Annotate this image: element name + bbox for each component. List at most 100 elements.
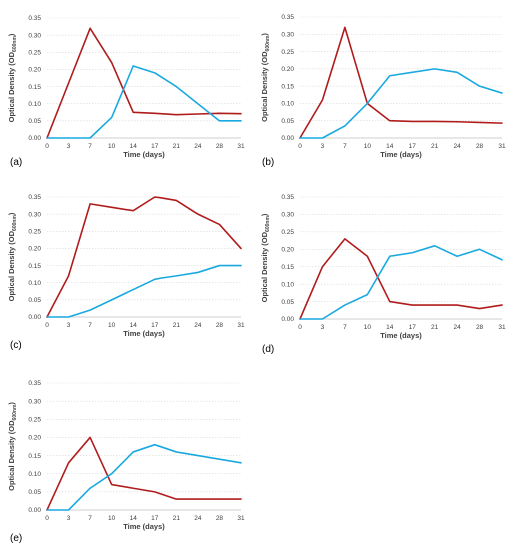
panel-label: (c): [10, 340, 22, 351]
x-tick-label: 21: [173, 515, 181, 522]
x-tick-label: 28: [216, 143, 224, 150]
x-tick-label: 7: [343, 324, 347, 331]
y-tick-label: 0.05: [28, 118, 41, 125]
x-tick-label: 14: [130, 322, 138, 329]
x-tick-label: 0: [45, 143, 49, 150]
y-tick-label: 0.20: [281, 66, 294, 73]
y-tick-label: 0.20: [281, 246, 294, 253]
x-tick-label: 14: [386, 324, 394, 331]
y-tick-label: 0.00: [281, 135, 294, 142]
x-tick-label: 17: [151, 322, 159, 329]
series-line-red: [46, 196, 242, 318]
y-tick-label: 0.20: [28, 435, 41, 442]
x-tick-label: 31: [237, 515, 245, 522]
chart-panel: 0.00 0.05 0.10 0.15 0.20 0.25 0.30 0.35 0 3 7 10 14 1…: [260, 14, 506, 168]
y-axis-label: Optical Density (OD600nm): [260, 213, 271, 302]
x-tick-label: 28: [216, 515, 224, 522]
x-tick-label: 7: [343, 143, 347, 150]
x-tick-label: 17: [151, 515, 159, 522]
x-tick-label: 7: [88, 322, 92, 329]
x-tick-label: 21: [431, 324, 439, 331]
x-axis-label: Time (days): [123, 329, 165, 338]
chart-panel: 0.00 0.05 0.10 0.15 0.20 0.25 0.30 0.35 0 3 7 10 14 1…: [7, 194, 245, 351]
y-tick-label: 0.30: [281, 31, 294, 38]
x-tick-label: 17: [151, 143, 159, 150]
panel-label: (b): [262, 157, 274, 168]
x-axis-label: Time (days): [380, 150, 422, 159]
x-tick-label: 3: [67, 515, 71, 522]
x-tick-label: 7: [88, 143, 92, 150]
y-axis-label: Optical Density (OD600nm): [7, 212, 18, 301]
x-tick-label: 10: [108, 515, 116, 522]
panel-label: (a): [10, 157, 22, 168]
y-axis-label: Optical Density (OD600nm): [7, 402, 18, 491]
panel-label: (d): [262, 344, 274, 355]
y-tick-label: 0.05: [281, 299, 294, 306]
y-tick-label: 0.10: [28, 101, 41, 108]
x-tick-label: 14: [386, 143, 394, 150]
y-tick-label: 0.10: [281, 281, 294, 288]
x-tick-label: 3: [321, 324, 325, 331]
x-tick-label: 28: [476, 324, 484, 331]
y-tick-label: 0.30: [28, 211, 41, 218]
x-tick-label: 10: [108, 143, 116, 150]
x-tick-label: 3: [321, 143, 325, 150]
series-line-blue: [46, 65, 242, 139]
y-tick-label: 0.30: [28, 32, 41, 39]
y-tick-label: 0.35: [28, 380, 41, 387]
x-axis-label: Time (days): [380, 331, 422, 340]
y-tick-label: 0.30: [281, 212, 294, 219]
x-tick-label: 3: [67, 143, 71, 150]
x-axis-label: Time (days): [123, 522, 165, 531]
x-tick-label: 31: [237, 143, 245, 150]
x-tick-label: 0: [298, 143, 302, 150]
x-tick-label: 31: [237, 322, 245, 329]
x-tick-label: 7: [88, 515, 92, 522]
series-line-blue: [46, 443, 242, 511]
y-tick-label: 0.15: [28, 84, 41, 91]
y-tick-label: 0.00: [281, 316, 294, 323]
y-tick-label: 0.25: [28, 416, 41, 423]
chart-panel: 0.00 0.05 0.10 0.15 0.20 0.25 0.30 0.35 0 3 7 10 14 1…: [7, 15, 245, 168]
x-tick-label: 31: [498, 324, 506, 331]
y-tick-label: 0.15: [281, 83, 294, 90]
series-line-red: [299, 26, 503, 139]
x-tick-label: 31: [498, 143, 506, 150]
x-tick-label: 14: [130, 515, 138, 522]
y-tick-label: 0.15: [28, 263, 41, 270]
y-tick-label: 0.15: [281, 264, 294, 271]
y-tick-label: 0.35: [28, 194, 41, 201]
y-tick-label: 0.35: [281, 194, 294, 201]
y-tick-label: 0.00: [28, 314, 41, 321]
y-tick-label: 0.00: [28, 507, 41, 514]
series-line-red: [46, 27, 242, 139]
y-tick-label: 0.10: [28, 471, 41, 478]
y-tick-label: 0.00: [28, 135, 41, 142]
chart-panel: 0.00 0.05 0.10 0.15 0.20 0.25 0.30 0.35 0 3 7 10 14 1…: [260, 194, 506, 355]
x-tick-label: 0: [298, 324, 302, 331]
x-tick-label: 24: [453, 324, 461, 331]
x-tick-label: 24: [194, 143, 202, 150]
y-tick-label: 0.30: [28, 398, 41, 405]
x-tick-label: 10: [364, 324, 372, 331]
x-axis-label: Time (days): [123, 150, 165, 159]
x-tick-label: 24: [453, 143, 461, 150]
y-tick-label: 0.25: [281, 229, 294, 236]
x-tick-label: 21: [173, 143, 181, 150]
x-tick-label: 24: [194, 322, 202, 329]
x-tick-label: 14: [130, 143, 138, 150]
y-tick-label: 0.25: [28, 228, 41, 235]
y-tick-label: 0.35: [281, 14, 294, 21]
y-tick-label: 0.25: [281, 49, 294, 56]
series-line-blue: [299, 245, 503, 320]
y-tick-label: 0.35: [28, 15, 41, 22]
y-tick-label: 0.15: [28, 453, 41, 460]
x-tick-label: 21: [173, 322, 181, 329]
y-tick-label: 0.10: [281, 101, 294, 108]
x-tick-label: 21: [431, 143, 439, 150]
x-tick-label: 17: [409, 324, 417, 331]
y-tick-label: 0.20: [28, 246, 41, 253]
y-tick-label: 0.05: [28, 489, 41, 496]
series-line-red: [46, 436, 242, 511]
